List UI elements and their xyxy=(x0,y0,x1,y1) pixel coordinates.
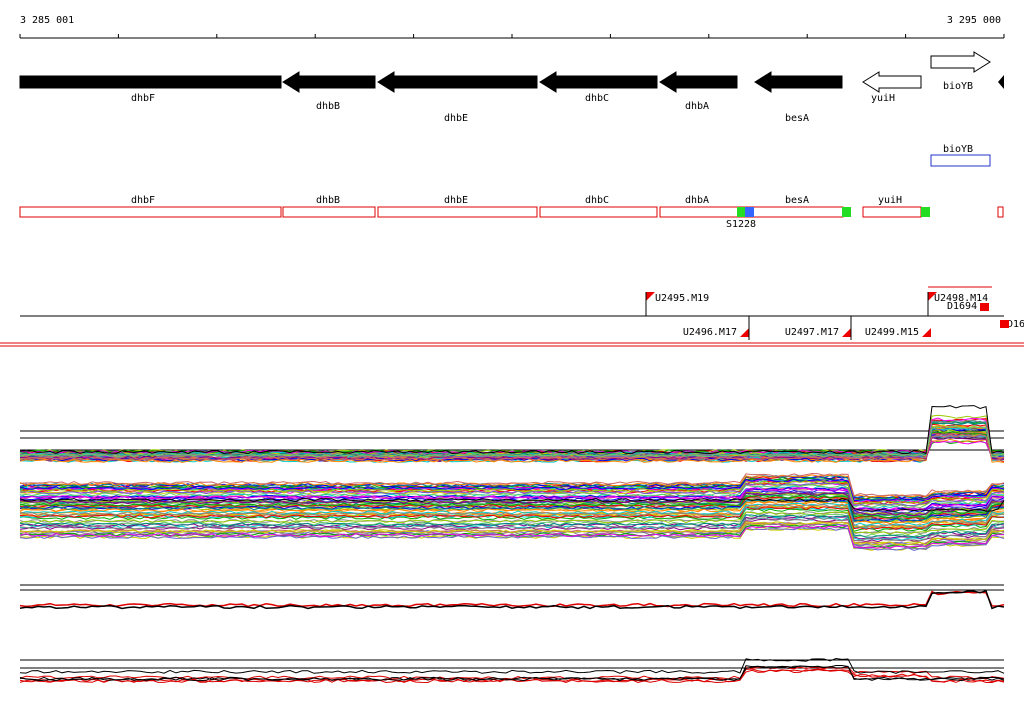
gene-label: dhbE xyxy=(444,113,468,124)
gene-label: besA xyxy=(785,113,809,124)
signal-trace xyxy=(19,492,1005,517)
feature-label: dhbE xyxy=(444,195,468,206)
gene-label: yuiH xyxy=(871,93,895,104)
gene-arrow xyxy=(282,71,376,93)
signal-trace xyxy=(19,498,1005,522)
gene-arrow xyxy=(998,75,1004,89)
transcript-label: U2497.M17 xyxy=(785,327,839,338)
transcript-flag xyxy=(740,328,749,337)
signal-trace xyxy=(19,589,1005,610)
signal-trace xyxy=(19,657,1005,674)
signal-trace xyxy=(19,433,1005,461)
feature-label: yuiH xyxy=(878,195,902,206)
gene-label: dhbF xyxy=(131,93,155,104)
signal-trace xyxy=(19,590,1005,608)
gene-arrow xyxy=(862,71,922,93)
gene-label: dhbA xyxy=(685,101,709,112)
transcript-label: D16 xyxy=(1007,319,1024,330)
feature-box xyxy=(377,206,538,218)
transcript-flag xyxy=(1000,320,1009,328)
signal-trace xyxy=(19,503,1005,528)
signal-trace xyxy=(19,506,1005,530)
gene-arrow xyxy=(539,71,658,93)
signal-trace xyxy=(19,513,1005,538)
signal-trace xyxy=(19,665,1005,682)
signal-trace xyxy=(19,478,1005,503)
signal-trace xyxy=(19,521,1005,546)
transcript-flag xyxy=(922,328,931,337)
signal-trace xyxy=(19,511,1005,536)
signal-trace xyxy=(19,480,1005,505)
transcript-label: U2498.M14 xyxy=(934,293,988,304)
feature-marker-box xyxy=(737,207,746,217)
transcript-label: U2499.M15 xyxy=(865,327,919,338)
feature-marker: S1228 xyxy=(726,219,756,230)
feature-label: dhbA xyxy=(685,195,709,206)
signal-trace xyxy=(19,405,1005,455)
ruler-end: 3 295 000 xyxy=(947,15,1001,26)
transcript-flag xyxy=(646,292,655,301)
gene-arrow xyxy=(754,71,843,93)
feature-box xyxy=(539,206,658,218)
signal-trace xyxy=(19,418,1005,455)
feature-box xyxy=(997,206,1004,218)
feature-box xyxy=(862,206,922,218)
gene-label: dhbB xyxy=(316,101,340,112)
operon-label: bioYB xyxy=(943,144,973,155)
signal-trace xyxy=(19,508,1005,533)
feature-label: dhbC xyxy=(585,195,609,206)
transcript-label: D1694 xyxy=(947,301,977,312)
signal-trace xyxy=(19,487,1005,511)
feature-marker-box xyxy=(745,207,754,217)
feature-marker-box xyxy=(921,207,930,217)
signal-trace xyxy=(19,527,1005,552)
transcript-label: U2495.M19 xyxy=(655,293,709,304)
signal-trace xyxy=(19,514,1005,538)
signal-trace xyxy=(19,425,1005,458)
signal-trace xyxy=(19,516,1005,541)
feature-label: dhbB xyxy=(316,195,340,206)
signal-trace xyxy=(19,425,1005,464)
gene-arrow xyxy=(659,71,738,93)
transcript-flag xyxy=(980,303,989,311)
signal-trace xyxy=(19,427,1005,454)
feature-box xyxy=(19,206,282,218)
signal-trace xyxy=(19,525,1005,549)
signal-trace xyxy=(19,497,1005,512)
gene-arrow xyxy=(930,51,991,73)
gene-label: bioYB xyxy=(943,81,973,92)
transcript-label: U2496.M17 xyxy=(683,327,737,338)
signal-trace xyxy=(19,414,1005,454)
transcript-flag xyxy=(928,292,937,301)
signal-trace xyxy=(19,494,1005,518)
signal-trace xyxy=(19,475,1005,499)
signal-trace xyxy=(19,494,1005,519)
signal-trace xyxy=(19,431,1005,454)
signal-trace xyxy=(19,486,1005,511)
signal-trace xyxy=(19,417,1005,454)
gene-label: dhbC xyxy=(585,93,609,104)
signal-trace xyxy=(19,482,1005,507)
feature-label: dhbF xyxy=(131,195,155,206)
feature-label: besA xyxy=(785,195,809,206)
feature-marker-box xyxy=(842,207,851,217)
gene-arrow xyxy=(377,71,538,93)
ruler-start: 3 285 001 xyxy=(20,15,74,26)
gene-arrow xyxy=(19,75,282,89)
transcript-flag xyxy=(842,328,851,337)
operon-box xyxy=(930,154,991,167)
signal-trace xyxy=(19,491,1005,516)
feature-box xyxy=(282,206,376,218)
signal-trace xyxy=(19,472,1005,497)
signal-trace xyxy=(19,427,1005,462)
signal-trace xyxy=(19,484,1004,509)
signal-trace xyxy=(19,517,1005,542)
